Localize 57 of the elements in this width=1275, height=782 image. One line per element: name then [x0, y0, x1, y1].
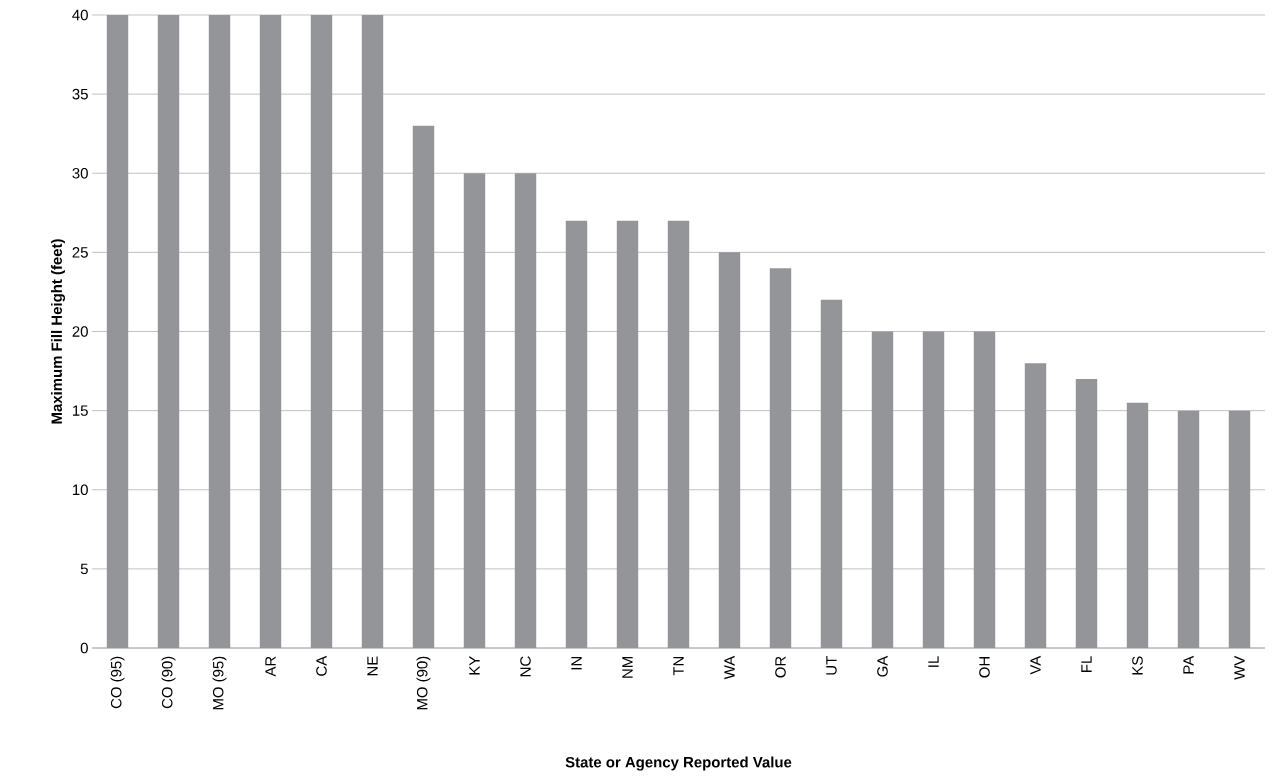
- bar: [718, 252, 741, 648]
- bar: [310, 15, 333, 648]
- bar: [412, 125, 435, 648]
- x-axis-title: State or Agency Reported Value: [565, 756, 792, 771]
- bar: [259, 15, 282, 648]
- x-tick-label: UT: [826, 656, 837, 675]
- y-tick-label: 25: [72, 247, 88, 258]
- bar: [1024, 363, 1047, 648]
- bar: [1177, 410, 1200, 648]
- y-axis-title: Maximum Fill Height (feet): [51, 239, 66, 424]
- y-tick-label: 30: [72, 167, 88, 179]
- x-tick-label: PA: [1183, 655, 1194, 674]
- x-tick-label: WA: [724, 655, 735, 680]
- x-tick-label: KS: [1132, 656, 1143, 675]
- bar: [871, 331, 894, 648]
- x-tick-label: AR: [265, 656, 276, 677]
- x-tick-label: KY: [469, 656, 480, 675]
- bar: [157, 15, 180, 648]
- bar: [820, 299, 843, 648]
- y-tick-label: 35: [72, 88, 88, 100]
- bar: [973, 331, 996, 648]
- x-tick-label: OH: [979, 657, 990, 678]
- bar: [514, 173, 537, 648]
- x-tick-label: CA: [316, 655, 327, 676]
- x-tick-label: MO (95): [212, 656, 227, 710]
- bar: [667, 220, 690, 648]
- y-tick-label: 0: [80, 642, 88, 654]
- x-tick-label: GA: [877, 655, 888, 677]
- x-tick-label: CO (90): [161, 656, 176, 709]
- bar: [769, 268, 792, 648]
- bar: [208, 15, 231, 648]
- x-tick-label: CO (95): [110, 656, 125, 709]
- x-tick-label: VA: [1030, 655, 1041, 675]
- x-tick-label: WV: [1234, 655, 1245, 680]
- bar: [1126, 402, 1149, 648]
- y-tick-label: 20: [72, 326, 88, 337]
- x-tick-label: IN: [571, 657, 582, 670]
- x-tick-label: MO (90): [416, 656, 431, 710]
- y-tick-label: 40: [72, 9, 88, 21]
- x-tick-label: NM: [622, 657, 633, 678]
- x-tick-label: FL: [1081, 656, 1092, 672]
- y-tick-label: 5: [80, 563, 88, 575]
- bar: [922, 331, 945, 648]
- bar: [616, 220, 639, 648]
- bar: [565, 220, 588, 648]
- bar: [106, 15, 129, 648]
- bar: [1228, 410, 1251, 648]
- x-tick-label: IL: [928, 656, 939, 667]
- x-tick-label: NE: [367, 656, 378, 676]
- bar: [1075, 378, 1098, 648]
- y-tick-label: 10: [73, 484, 88, 496]
- y-tick-label: 15: [73, 405, 88, 416]
- bar: [361, 15, 384, 648]
- bar: [463, 173, 486, 648]
- x-tick-label: NC: [520, 656, 531, 677]
- x-tick-label: OR: [775, 656, 786, 678]
- x-tick-label: TN: [673, 657, 684, 676]
